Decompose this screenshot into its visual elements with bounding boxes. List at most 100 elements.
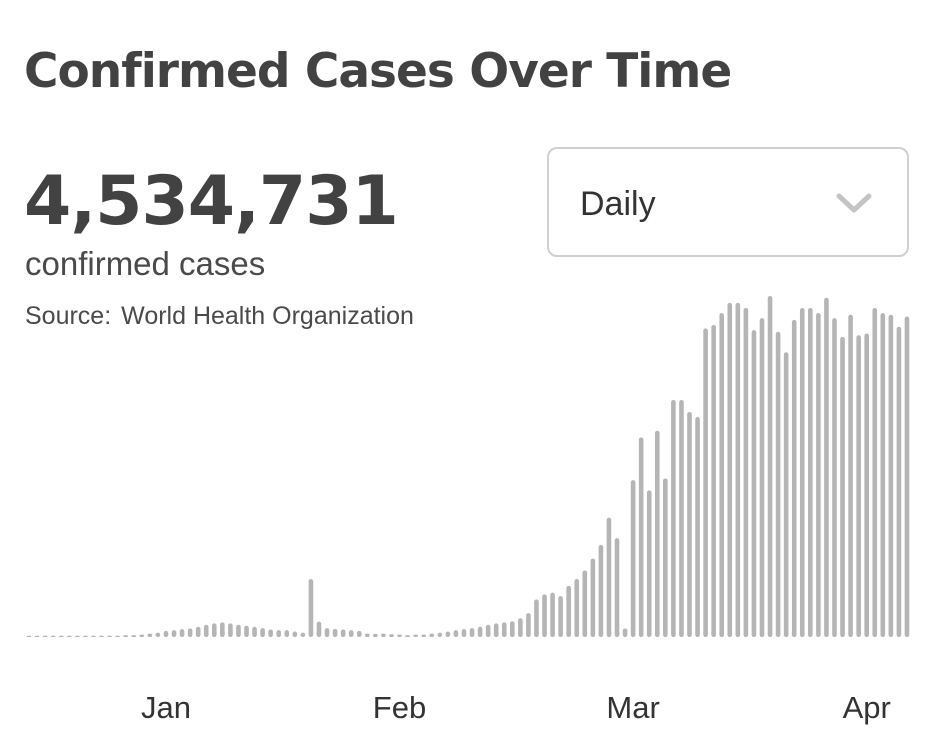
bar-day-6 (67, 635, 72, 637)
bar-day-26 (228, 623, 233, 637)
bar-day-72 (598, 544, 604, 637)
bar-day-18 (163, 630, 169, 637)
bar-day-61 (510, 621, 515, 637)
bar-day-20 (179, 629, 185, 637)
bar-day-106 (872, 307, 878, 637)
bar-day-39 (332, 628, 338, 637)
bar-day-15 (139, 634, 145, 637)
bar-day-58 (485, 624, 491, 637)
bar-day-93 (767, 296, 773, 637)
bar-day-74 (614, 538, 620, 637)
bar-day-54 (453, 630, 459, 637)
bar-day-84 (695, 417, 700, 637)
bar-day-86 (711, 324, 716, 637)
bar-day-73 (606, 517, 612, 637)
bar-day-38 (324, 628, 330, 637)
x-tick-label-jan: Jan (141, 690, 191, 725)
bar-day-102 (840, 336, 845, 637)
bar-day-56 (469, 628, 475, 637)
bar-day-11 (107, 635, 112, 637)
x-tick-label-apr: Apr (843, 690, 891, 725)
bar-day-30 (260, 628, 265, 637)
bar-day-25 (220, 622, 225, 637)
bar-day-98 (808, 307, 813, 637)
bar-day-48 (405, 635, 410, 637)
source-line: Source: World Health Organization (25, 302, 414, 331)
bar-day-34 (292, 631, 298, 637)
bar-day-36 (308, 579, 314, 637)
bar-day-63 (526, 613, 531, 637)
bar-day-43 (365, 633, 370, 637)
bar-day-88 (727, 302, 733, 637)
bar-day-51 (429, 633, 435, 637)
bar-day-44 (373, 633, 378, 637)
bar-day-27 (236, 624, 241, 637)
bar-day-89 (735, 302, 741, 637)
bar-day-103 (848, 314, 853, 637)
bar-day-60 (501, 622, 507, 637)
bar-day-79 (654, 430, 660, 637)
bar-day-85 (703, 328, 708, 637)
bar-day-37 (316, 621, 322, 637)
total-cases-label: confirmed cases (25, 245, 266, 282)
bar-day-13 (123, 635, 128, 637)
chevron-down-icon (836, 193, 872, 213)
page-title: Confirmed Cases Over Time (24, 44, 732, 99)
bar-day-42 (356, 630, 362, 637)
bar-day-45 (381, 633, 386, 637)
bar-day-64 (534, 599, 539, 637)
bar-day-24 (211, 623, 217, 637)
bar-day-9 (91, 635, 96, 637)
bar-day-76 (630, 480, 636, 637)
bar-day-47 (397, 634, 402, 637)
bar-day-1 (26, 635, 32, 637)
bar-day-49 (413, 634, 418, 637)
bar-day-23 (203, 624, 209, 637)
bar-day-2 (34, 635, 40, 637)
bar-day-75 (622, 628, 628, 638)
bar-day-83 (687, 411, 692, 637)
bar-day-57 (477, 626, 483, 637)
bar-day-95 (783, 352, 789, 637)
bar-day-97 (799, 307, 805, 637)
bar-day-59 (493, 623, 499, 637)
bar-day-31 (268, 629, 273, 637)
bar-day-99 (816, 313, 821, 637)
x-tick-label-mar: Mar (606, 690, 659, 725)
bar-day-41 (348, 630, 354, 637)
bar-day-46 (389, 634, 394, 637)
bar-day-70 (582, 570, 588, 637)
bar-day-22 (195, 626, 201, 637)
bar-day-82 (679, 400, 684, 637)
bar-day-78 (646, 490, 652, 637)
interval-dropdown[interactable]: Daily (547, 147, 909, 257)
bar-day-105 (864, 333, 869, 637)
bar-series (26, 296, 910, 638)
bar-day-55 (461, 629, 467, 637)
bar-day-80 (663, 478, 668, 637)
bar-day-3 (42, 635, 48, 637)
source-name: World Health Organization (121, 302, 414, 330)
bar-day-62 (518, 618, 523, 637)
bar-day-109 (896, 326, 902, 637)
bar-day-69 (574, 579, 580, 637)
bar-day-67 (558, 596, 563, 637)
bar-day-35 (300, 632, 306, 637)
bar-day-66 (550, 592, 555, 637)
bar-day-19 (171, 630, 177, 637)
bar-day-96 (791, 319, 797, 637)
bar-day-12 (115, 635, 120, 637)
x-tick-label-feb: Feb (373, 690, 426, 725)
bar-day-110 (904, 316, 910, 637)
bar-day-5 (58, 635, 64, 637)
bar-day-14 (131, 635, 137, 637)
bar-day-7 (75, 635, 80, 637)
bar-day-4 (50, 635, 56, 637)
bar-day-108 (888, 314, 894, 637)
bar-day-33 (284, 630, 290, 637)
bar-day-40 (340, 629, 346, 637)
bar-day-16 (147, 633, 153, 637)
bar-day-21 (187, 628, 193, 638)
bar-day-100 (824, 297, 829, 637)
